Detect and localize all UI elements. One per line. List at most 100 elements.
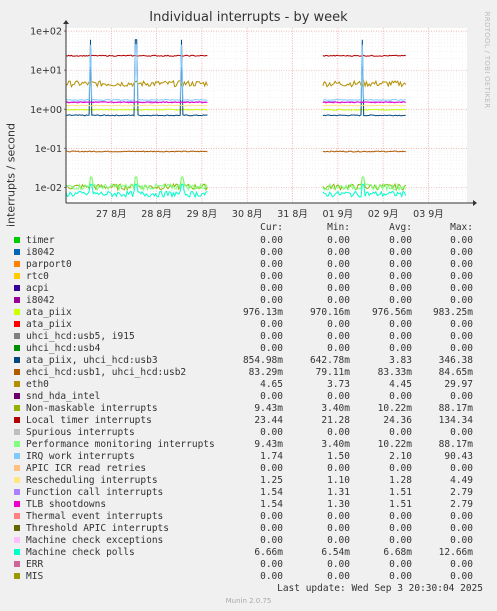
legend-row: i8042 0.00 0.00 0.00 0.00 (0, 247, 497, 259)
legend-value-max: 0.00 (450, 571, 473, 582)
legend-value-max: 0.00 (450, 523, 473, 534)
legend-swatch (14, 345, 20, 351)
legend-row: APIC ICR read retries 0.00 0.00 0.00 0.00 (0, 463, 497, 475)
legend-row: rtc0 0.00 0.00 0.00 0.00 (0, 271, 497, 283)
legend-swatch (14, 441, 20, 447)
legend-swatch (14, 321, 20, 327)
legend-value-max: 0.00 (450, 391, 473, 402)
legend-value-cur: 0.00 (260, 271, 283, 282)
legend-row: Machine check exceptions 0.00 0.00 0.00 0.00 (0, 535, 497, 547)
legend-value-min: 642.78m (309, 355, 350, 366)
legend-value-avg: 0.00 (389, 283, 412, 294)
legend-swatch (14, 537, 20, 543)
x-tick-label: 29 8月 (187, 209, 218, 220)
legend-swatch (14, 477, 20, 483)
legend-value-max: 0.00 (450, 511, 473, 522)
legend-swatch (14, 417, 20, 423)
legend-swatch (14, 369, 20, 375)
legend-value-min: 0.00 (327, 295, 350, 306)
legend-label: uhci_hcd:usb5, i915 (26, 331, 135, 342)
legend-value-min: 0.00 (327, 271, 350, 282)
legend-label: rtc0 (26, 271, 49, 282)
legend-value-min: 3.40m (321, 403, 350, 414)
legend-value-cur: 0.00 (260, 391, 283, 402)
legend-row: Non-maskable interrupts 9.43m 3.40m 10.22m 8… (0, 403, 497, 415)
legend-label: acpi (26, 283, 49, 294)
y-tick-label: 1e+01 (30, 66, 62, 77)
legend-value-min: 1.50 (327, 451, 350, 462)
legend-value-avg: 0.00 (389, 559, 412, 570)
legend-swatch (14, 549, 20, 555)
x-tick-label: 27 8月 (96, 209, 127, 220)
legend-label: ERR (26, 559, 44, 570)
legend-value-avg: 0.00 (389, 427, 412, 438)
legend-value-avg: 10.22m (377, 403, 412, 414)
legend-value-cur: 976.13m (242, 307, 283, 318)
series-line-ata-piix-uhci-hcd-usb3 (322, 39, 406, 117)
legend-row: ata_piix 976.13m 970.16m 976.56m 983.25m (0, 307, 497, 319)
legend-value-min: 3.73 (327, 379, 350, 390)
legend-row: uhci_hcd:usb4 0.00 0.00 0.00 0.00 (0, 343, 497, 355)
legend-value-avg: 0.00 (389, 535, 412, 546)
legend-row: timer 0.00 0.00 0.00 0.00 (0, 235, 497, 247)
legend-label: i8042 (26, 295, 55, 306)
legend-swatch (14, 309, 20, 315)
series-line-local-timer-interrupts (322, 54, 407, 57)
x-tick-label: 01 9月 (323, 209, 354, 220)
legend-swatch (14, 561, 20, 567)
legend-value-cur: 4.65 (260, 379, 283, 390)
legend-value-cur: 0.00 (260, 331, 283, 342)
chart-title: Individual interrupts - by week (149, 10, 348, 25)
legend-value-min: 0.00 (327, 511, 350, 522)
legend-value-cur: 0.00 (260, 295, 283, 306)
series-line-irq-work-interrupts (322, 44, 406, 102)
series-line-irq-work-interrupts (65, 44, 208, 101)
legend-label: Function call interrupts (26, 487, 164, 498)
legend-value-avg: 0.00 (389, 511, 412, 522)
legend-label: ata_piix (26, 319, 72, 330)
legend-row: Spurious interrupts 0.00 0.00 0.00 0.00 (0, 427, 497, 439)
x-tick-label: 02 9月 (368, 209, 399, 220)
legend-label: uhci_hcd:usb4 (26, 343, 101, 354)
legend-header-cur: Cur: (260, 222, 283, 233)
legend-value-max: 0.00 (450, 319, 473, 330)
legend-label: parport0 (26, 259, 72, 270)
legend-value-max: 88.17m (438, 403, 473, 414)
legend-value-max: 134.34 (438, 415, 473, 426)
legend-value-max: 0.00 (450, 283, 473, 294)
legend-label: Performance monitoring interrupts (26, 439, 215, 450)
legend-value-min: 79.11m (315, 367, 350, 378)
y-tick-label: 1e-02 (35, 183, 62, 194)
legend-value-avg: 0.00 (389, 247, 412, 258)
legend-swatch (14, 525, 20, 531)
legend-value-avg: 6.68m (383, 547, 412, 558)
series-line-ata-piix (322, 108, 406, 111)
legend-value-min: 1.31 (327, 487, 350, 498)
legend-value-cur: 0.00 (260, 427, 283, 438)
legend-label: Machine check exceptions (26, 535, 164, 546)
legend-value-cur: 0.00 (260, 571, 283, 582)
legend-value-max: 0.00 (450, 427, 473, 438)
legend-value-cur: 0.00 (260, 283, 283, 294)
legend-swatch (14, 501, 20, 507)
legend-swatch (14, 573, 20, 579)
legend-value-cur: 854.98m (242, 355, 283, 366)
legend-value-max: 0.00 (450, 247, 473, 258)
legend-value-avg: 0.00 (389, 331, 412, 342)
legend-value-cur: 1.74 (260, 451, 283, 462)
legend-value-avg: 0.00 (389, 463, 412, 474)
legend-row: MIS 0.00 0.00 0.00 0.00 (0, 571, 497, 583)
chart-plot: 1e+02 1e+01 1e+00 1e-01 1e-02 27 8月 28 8月 29 8月… (30, 20, 477, 220)
series-line-machine-check-polls (65, 183, 208, 199)
legend-value-cur: 0.00 (260, 559, 283, 570)
legend-value-max: 0.00 (450, 559, 473, 570)
legend-label: Spurious interrupts (26, 427, 135, 438)
legend-value-min: 3.40m (321, 439, 350, 450)
legend-label: eth0 (26, 379, 49, 390)
legend-label: APIC ICR read retries (26, 463, 147, 474)
legend-label: ehci_hcd:usb1, uhci_hcd:usb2 (26, 367, 187, 378)
legend-label: ata_piix, uhci_hcd:usb3 (26, 355, 158, 366)
legend-value-cur: 1.54 (260, 487, 283, 498)
legend-value-min: 21.28 (321, 415, 350, 426)
legend-row: Threshold APIC interrupts 0.00 0.00 0.00 0.0… (0, 523, 497, 535)
